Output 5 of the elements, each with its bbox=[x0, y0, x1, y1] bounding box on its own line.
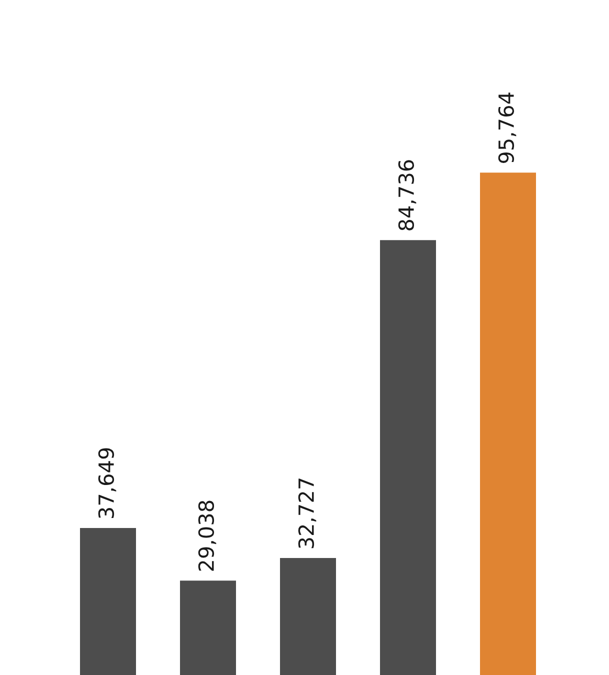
data-label: 32,727 bbox=[298, 478, 316, 548]
data-label: 37,649 bbox=[98, 448, 116, 518]
data-label: 95,764 bbox=[498, 92, 516, 163]
data-label: 29,038 bbox=[198, 500, 216, 571]
data-label: 84,736 bbox=[398, 160, 416, 230]
